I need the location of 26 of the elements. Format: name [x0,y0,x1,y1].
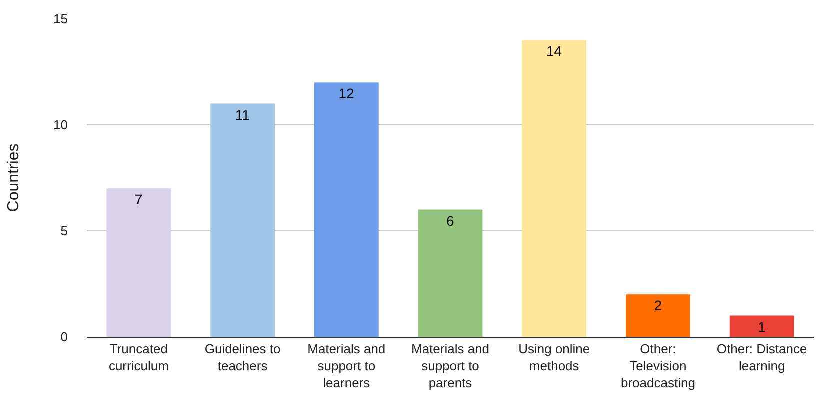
data-label: 7 [134,192,143,208]
x-tick-label: Materials and support to parents [411,342,490,390]
x-tick-label: Using online methods [518,342,590,374]
x-tick-label: Other: Distance learning [716,342,808,374]
y-tick-label: 0 [60,330,68,345]
data-label: 12 [338,86,355,102]
bar [314,82,379,337]
data-label: 1 [758,318,766,335]
y-axis-title: Countries [5,144,22,212]
bar [730,316,794,337]
bar [522,40,587,337]
bar [106,188,172,337]
x-tick-label: Truncated curriculum [108,342,169,374]
y-tick-label: 5 [60,224,68,239]
x-tick-label: Materials and support to learners [308,342,386,390]
data-label: 14 [546,43,562,60]
data-label: 11 [235,106,250,123]
bar [626,294,690,337]
y-tick-label: 10 [54,118,68,133]
y-tick-label: 15 [54,12,68,27]
data-label: 2 [654,298,662,314]
bar [210,104,275,337]
bar [418,210,483,337]
x-tick-label: Other: Television broadcasting [620,342,696,390]
data-label: 6 [446,212,454,229]
x-tick-label: Guidelines to teachers [204,342,281,374]
